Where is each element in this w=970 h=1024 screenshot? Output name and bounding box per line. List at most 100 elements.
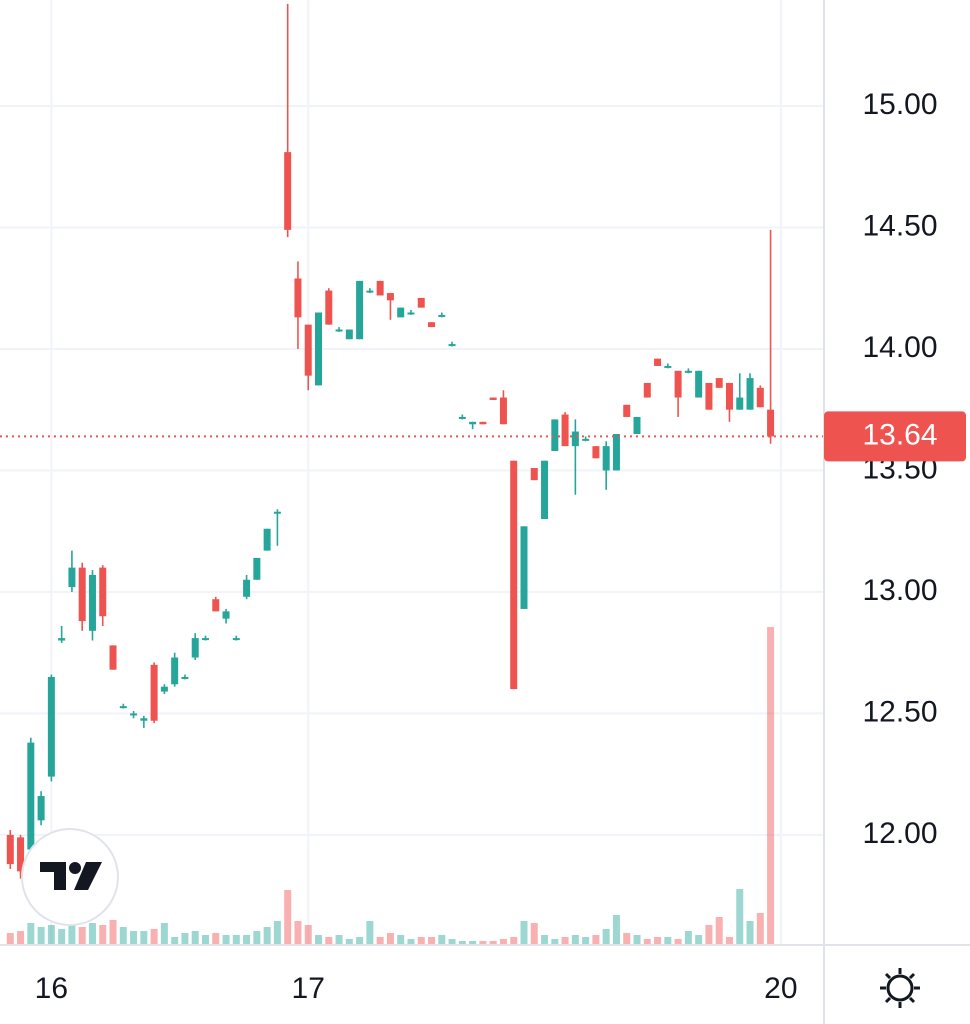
candle-body: [160, 686, 168, 692]
candle-body: [561, 414, 569, 447]
candles: [0, 3, 824, 879]
volume-bar: [181, 933, 189, 945]
candle-body: [397, 307, 405, 318]
candle-body: [58, 638, 66, 641]
candle-body: [325, 290, 333, 325]
volume-pane: [6, 627, 775, 945]
candle-body: [530, 468, 538, 481]
candle-body: [417, 297, 425, 308]
volume-bar: [119, 927, 127, 945]
candle-body: [335, 329, 343, 332]
volume-bar: [212, 933, 220, 945]
volume-bar: [499, 939, 507, 945]
volume-bar: [58, 929, 66, 945]
candle-body: [140, 718, 148, 721]
volume-bar: [345, 939, 353, 945]
candle-body: [499, 397, 507, 425]
volume-bar: [428, 937, 436, 945]
candle-body: [253, 557, 261, 580]
candle-body: [674, 370, 682, 398]
candle-body: [458, 416, 466, 419]
volume-bar: [140, 931, 148, 945]
candle-body: [448, 344, 456, 347]
candle-body: [17, 837, 25, 872]
volume-bar: [623, 933, 631, 945]
candle-body: [191, 638, 199, 658]
y-tick-label: 14.50: [862, 209, 937, 242]
volume-bar: [705, 925, 713, 945]
volume-bar: [253, 931, 261, 945]
grid: [0, 0, 824, 945]
volume-bar: [17, 931, 25, 945]
candle-body: [582, 438, 590, 441]
volume-bar: [561, 937, 569, 945]
candle-body: [643, 382, 651, 398]
volume-bar: [222, 935, 230, 945]
y-tick-label: 15.00: [862, 88, 937, 121]
candle-body: [130, 713, 138, 716]
candle-body: [88, 574, 96, 631]
candle-body: [756, 387, 764, 408]
volume-bar: [78, 927, 86, 945]
volume-bar: [417, 937, 425, 945]
volume-bar: [201, 935, 209, 945]
candle-body: [438, 314, 446, 317]
candle-body: [356, 280, 364, 340]
candle-body: [623, 404, 631, 417]
volume-bar: [160, 923, 168, 945]
settings-button[interactable]: [880, 968, 920, 1008]
candle-body: [243, 579, 251, 597]
volume-bar: [438, 935, 446, 945]
volume-bar: [664, 937, 672, 945]
volume-bar: [643, 939, 651, 945]
candle-body: [469, 421, 477, 425]
y-tick-label: 12.00: [862, 817, 937, 850]
volume-bar: [756, 913, 764, 945]
candle-body: [47, 676, 55, 777]
volume-bar: [27, 923, 35, 945]
volume-bar: [130, 931, 138, 945]
candle-body: [767, 409, 775, 437]
candle-body: [664, 365, 672, 368]
x-tick-label: 20: [764, 972, 797, 1005]
candle-body: [99, 567, 107, 617]
y-tick-label: 13.00: [862, 574, 937, 607]
candle-body: [150, 664, 158, 721]
candle-body: [27, 742, 35, 850]
candle-body: [294, 278, 302, 318]
volume-bar: [684, 931, 692, 945]
volume-bar: [520, 921, 528, 945]
candle-body: [345, 329, 353, 340]
candle-body: [736, 397, 744, 410]
last-price-badge: [824, 411, 966, 462]
candle-body: [376, 280, 384, 296]
candle-body: [510, 460, 518, 690]
candle-body: [695, 370, 703, 398]
candle-body: [284, 152, 292, 230]
volume-bar: [479, 941, 487, 945]
y-tick-label: 14.00: [862, 331, 937, 364]
candle-body: [273, 511, 281, 514]
candle-body: [602, 446, 610, 471]
volume-bar: [335, 935, 343, 945]
candle-body: [201, 638, 209, 641]
candle-body: [37, 796, 45, 821]
volume-bar: [767, 627, 775, 945]
candle-body: [6, 834, 14, 865]
volume-bar: [263, 927, 271, 945]
volume-bar: [715, 917, 723, 945]
candle-body: [315, 312, 323, 386]
volume-bar: [109, 920, 117, 945]
x-tick-label: 16: [35, 972, 68, 1005]
volume-bar: [592, 935, 600, 945]
volume-bar: [736, 889, 744, 945]
volume-bar: [99, 925, 107, 945]
volume-bar: [602, 929, 610, 945]
candle-body: [68, 567, 76, 588]
volume-bar: [386, 933, 394, 945]
candle-body: [592, 446, 600, 459]
candle-body: [109, 645, 117, 670]
candle-body: [171, 657, 179, 685]
